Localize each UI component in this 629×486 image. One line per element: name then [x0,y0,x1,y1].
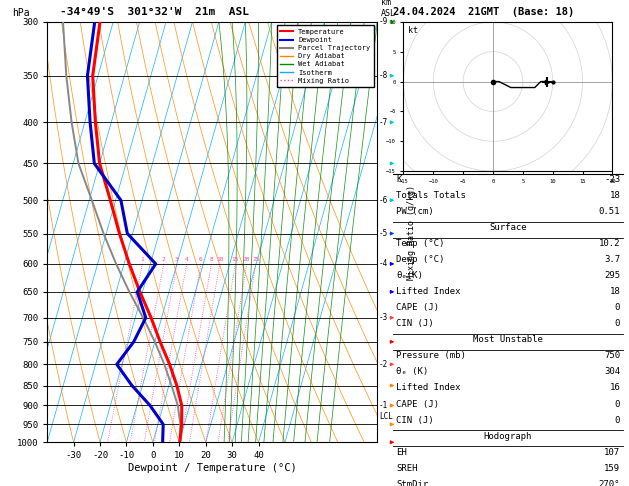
Text: -5: -5 [379,229,388,238]
Text: Temp (°C): Temp (°C) [396,239,445,248]
Text: kt: kt [408,26,418,35]
Text: Dewp (°C): Dewp (°C) [396,255,445,264]
Text: LCL: LCL [379,412,393,421]
Text: km
ASL: km ASL [381,0,396,17]
Text: CAPE (J): CAPE (J) [396,303,439,312]
Text: Hodograph: Hodograph [484,432,532,441]
Text: 20: 20 [243,257,250,262]
Text: 18: 18 [610,191,620,200]
Text: 10.2: 10.2 [599,239,620,248]
Text: CIN (J): CIN (J) [396,416,434,425]
Text: -6: -6 [379,196,388,205]
Text: 295: 295 [604,271,620,280]
Text: SREH: SREH [396,464,418,473]
Text: -34°49'S  301°32'W  21m  ASL: -34°49'S 301°32'W 21m ASL [60,7,248,17]
Text: 4: 4 [185,257,189,262]
Text: Mixing Ratio (g/kg): Mixing Ratio (g/kg) [408,185,416,279]
Text: -8: -8 [379,71,388,80]
Text: CIN (J): CIN (J) [396,319,434,329]
Text: 10: 10 [216,257,223,262]
Text: Most Unstable: Most Unstable [473,335,543,345]
Text: 24.04.2024  21GMT  (Base: 18): 24.04.2024 21GMT (Base: 18) [393,7,574,17]
Text: 270°: 270° [599,480,620,486]
Text: 0.51: 0.51 [599,207,620,216]
Text: Totals Totals: Totals Totals [396,191,466,200]
Text: hPa: hPa [13,8,30,17]
Text: -23: -23 [604,175,620,184]
Text: CAPE (J): CAPE (J) [396,399,439,409]
Text: θₑ(K): θₑ(K) [396,271,423,280]
Text: 3: 3 [175,257,179,262]
Text: Lifted Index: Lifted Index [396,383,461,393]
Text: -3: -3 [379,313,388,322]
Text: 25: 25 [252,257,260,262]
Text: 18: 18 [610,287,620,296]
Text: -1: -1 [379,401,388,410]
Text: EH: EH [396,448,407,457]
X-axis label: Dewpoint / Temperature (°C): Dewpoint / Temperature (°C) [128,463,297,473]
Text: 6: 6 [199,257,203,262]
Text: 107: 107 [604,448,620,457]
Text: 15: 15 [231,257,239,262]
Text: 0: 0 [615,399,620,409]
Text: -7: -7 [379,118,388,127]
Text: 2: 2 [162,257,165,262]
Text: Pressure (mb): Pressure (mb) [396,351,466,361]
Text: 3.7: 3.7 [604,255,620,264]
Text: 16: 16 [610,383,620,393]
Text: 0: 0 [615,303,620,312]
Text: 8: 8 [209,257,213,262]
Text: -4: -4 [379,260,388,268]
Text: K: K [396,175,402,184]
Text: Surface: Surface [489,223,526,232]
Text: 0: 0 [615,416,620,425]
Text: 1: 1 [140,257,144,262]
Text: 0: 0 [615,319,620,329]
Text: -9: -9 [379,17,388,26]
Legend: Temperature, Dewpoint, Parcel Trajectory, Dry Adiabat, Wet Adiabat, Isotherm, Mi: Temperature, Dewpoint, Parcel Trajectory… [277,25,374,87]
Text: Lifted Index: Lifted Index [396,287,461,296]
Text: 750: 750 [604,351,620,361]
Text: StmDir: StmDir [396,480,428,486]
Text: PW (cm): PW (cm) [396,207,434,216]
Text: -2: -2 [379,360,388,369]
Text: 159: 159 [604,464,620,473]
Text: θₑ (K): θₑ (K) [396,367,428,377]
Text: 304: 304 [604,367,620,377]
